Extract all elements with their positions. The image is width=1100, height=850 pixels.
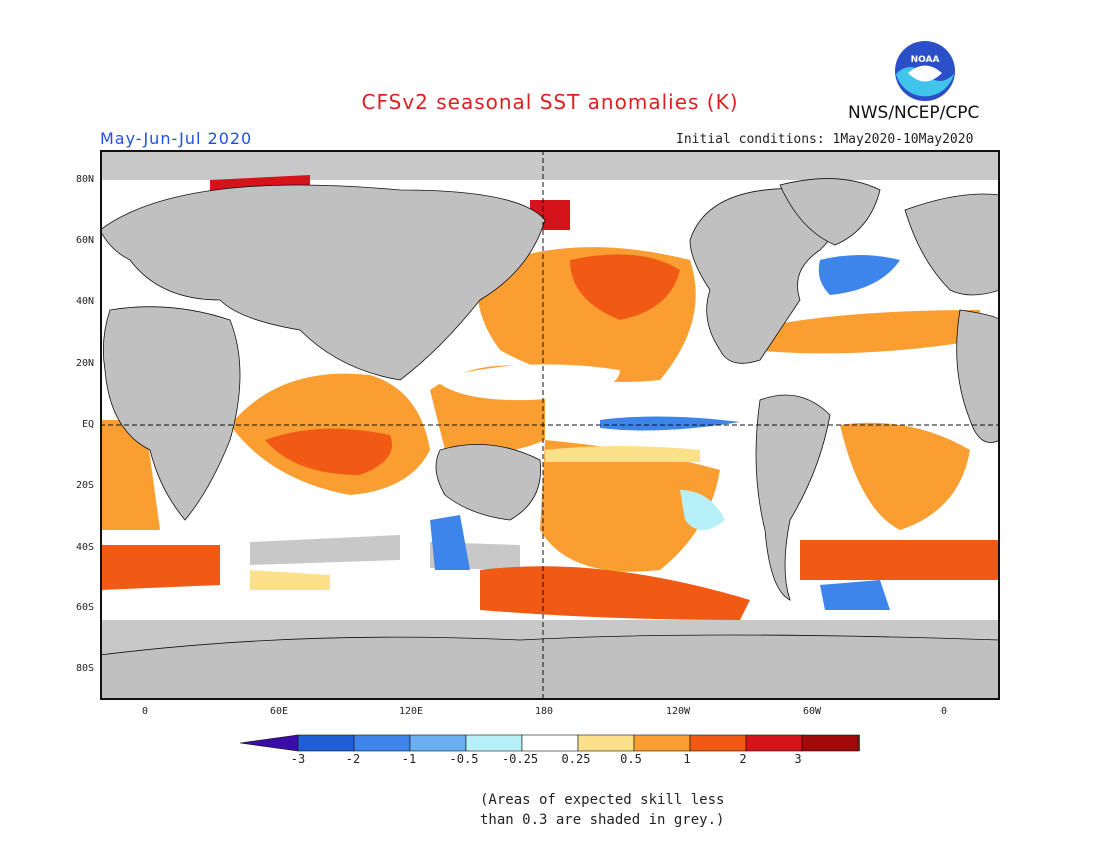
season-label: May-Jun-Jul 2020	[100, 129, 253, 148]
anomaly-south-atlantic	[840, 422, 970, 530]
lat-label-eq: EQ	[81, 419, 94, 430]
anomaly-indian-ocean-strong	[265, 428, 392, 475]
lon-label-0-east: 0	[940, 706, 948, 717]
colorbar-segment	[521, 734, 579, 752]
anomaly-southern-ocean-east	[800, 540, 1000, 580]
svg-text:NOAA: NOAA	[911, 55, 940, 65]
anomaly-south-pacific-cool	[680, 490, 725, 530]
anomaly-south-pacific	[540, 440, 720, 572]
colorbar-label-m05: -0.5	[449, 752, 479, 766]
lat-label-60n: 60N	[75, 235, 94, 246]
lon-label-60e: 60E	[269, 706, 289, 717]
lon-label-0-west: 0	[141, 706, 149, 717]
chart-title: CFSv2 seasonal SST anomalies (K)	[361, 90, 739, 114]
sst-anomaly-map	[100, 150, 1000, 700]
skill-note-line1: (Areas of expected skill less	[480, 792, 725, 808]
land-australia	[435, 443, 542, 521]
lat-label-80n: 80N	[75, 174, 94, 185]
colorbar-label-025: 0.25	[561, 752, 591, 766]
colorbar-label-m1: -1	[401, 752, 417, 766]
colorbar-label-2: 2	[739, 752, 747, 766]
anomaly-north-atlantic	[750, 310, 980, 354]
lat-label-40s: 40S	[75, 542, 94, 553]
colorbar-label-m3: -3	[290, 752, 306, 766]
lon-label-180: 180	[534, 706, 554, 717]
colorbar-segment	[297, 734, 355, 752]
lat-label-20s: 20S	[75, 480, 94, 491]
colorbar	[240, 734, 860, 752]
anomaly-weak-positive	[250, 446, 700, 590]
colorbar-segment	[577, 734, 635, 752]
land-africa-east	[956, 309, 1000, 443]
colorbar-segment	[633, 734, 691, 752]
land-eurasia-east	[904, 193, 1000, 296]
arctic-grey-region	[100, 150, 1000, 180]
lon-label-120e: 120E	[398, 706, 424, 717]
anomaly-north-atlantic-cold	[818, 255, 900, 295]
lat-label-40n: 40N	[75, 296, 94, 307]
colorbar-arrow-high	[857, 734, 860, 752]
land-south-america	[755, 394, 831, 601]
lat-label-80s: 80S	[75, 663, 94, 674]
colorbar-label-05: 0.5	[620, 752, 642, 766]
colorbar-label-3: 3	[794, 752, 802, 766]
map-frame	[100, 150, 1000, 700]
anomaly-southern-ocean-warm	[480, 566, 750, 620]
colorbar-segment	[409, 734, 467, 752]
anomaly-south-indian-cold	[430, 515, 470, 570]
lon-label-60w: 60W	[802, 706, 822, 717]
land-antarctica	[100, 634, 1000, 700]
colorbar-segment	[745, 734, 803, 752]
colorbar-segment	[689, 734, 747, 752]
colorbar-label-m025: -0.25	[501, 752, 539, 766]
land-africa	[102, 306, 241, 521]
skill-note-line2: than 0.3 are shaded in grey.)	[480, 812, 725, 828]
colorbar-segment	[465, 734, 523, 752]
anomaly-equatorial-pacific-cold	[600, 416, 740, 431]
land-greenland	[779, 178, 881, 246]
lon-label-120w: 120W	[665, 706, 691, 717]
colorbar-segment	[353, 734, 411, 752]
anomaly-north-pacific-strong	[570, 254, 680, 320]
noaa-logo: NOAA	[895, 41, 955, 101]
lat-label-20n: 20N	[75, 358, 94, 369]
anomaly-southern-atlantic-cold	[820, 580, 890, 610]
colorbar-label-m2: -2	[345, 752, 361, 766]
lat-label-60s: 60S	[75, 602, 94, 613]
initial-conditions-label: Initial conditions: 1May2020-10May2020	[676, 132, 974, 147]
anomaly-north-pacific-white-band	[435, 364, 620, 401]
land-eurasia	[100, 184, 546, 381]
colorbar-arrow-low	[240, 734, 299, 752]
colorbar-label-1: 1	[683, 752, 691, 766]
anomaly-southern-ocean-west	[100, 545, 220, 590]
colorbar-segment	[801, 734, 859, 752]
org-label: NWS/NCEP/CPC	[848, 103, 980, 123]
